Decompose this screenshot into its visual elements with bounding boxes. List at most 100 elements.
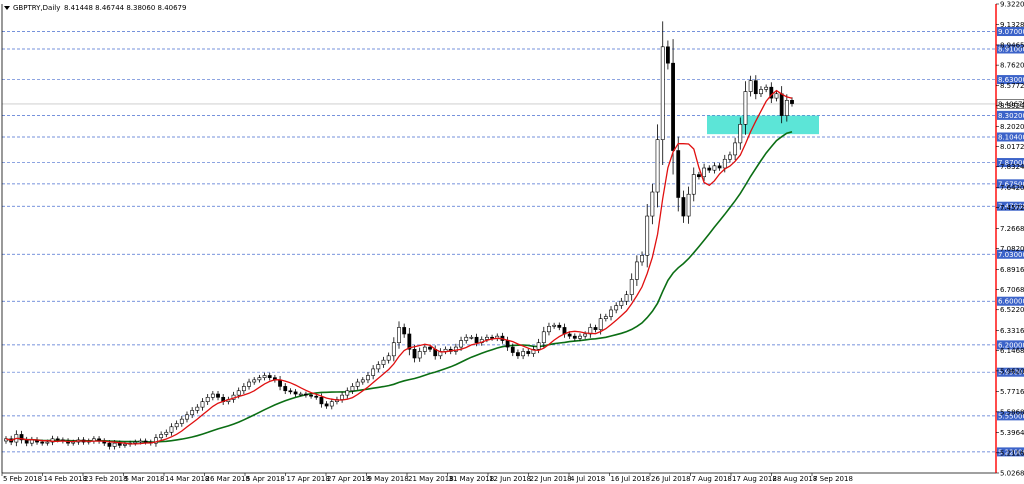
candle (288, 388, 293, 395)
candle-body (614, 305, 619, 311)
candle-body (619, 300, 624, 306)
level-label-box (997, 447, 1024, 457)
chart-header: GBPTRY,Daily 8.41448 8.46744 8.38060 8.4… (4, 4, 186, 12)
time-tick-label: 14 Feb 2018 (44, 475, 88, 483)
candle-body (764, 86, 769, 90)
candle (572, 333, 577, 342)
time-tick-label: 17 Aug 2018 (732, 475, 777, 483)
price-axis: 9.32200 9.13280 8.94650 8.76200 8.57720 8.392… (996, 1, 1024, 478)
candle-body (200, 401, 205, 408)
candle-body (107, 442, 112, 447)
candle-body (645, 215, 650, 256)
candle (557, 322, 562, 331)
candle-body (386, 355, 391, 361)
candle (247, 378, 251, 390)
level-label: 7.87000 (998, 159, 1024, 167)
candle-body (190, 410, 195, 416)
time-tick-label: 23 Feb 2018 (84, 475, 128, 483)
candle-body (350, 386, 355, 392)
candle (634, 255, 639, 286)
candle-body (634, 261, 639, 280)
demand-zone-rect (707, 115, 819, 135)
candle-body (55, 438, 60, 441)
candle (784, 94, 789, 122)
time-tick-label: 5 Mar 2018 (125, 475, 165, 483)
candle (619, 297, 624, 309)
level-label: 6.60000 (998, 298, 1024, 306)
candle (676, 136, 681, 212)
candle (252, 377, 257, 385)
candle-body (660, 46, 665, 140)
candle-body (154, 437, 158, 444)
price-tick-label: 8.76200 (1000, 62, 1024, 70)
price-tick-label: 5.96200 (1000, 367, 1024, 375)
level-label-box (997, 132, 1024, 142)
candle-body (717, 165, 722, 169)
level-label: 8.30200 (998, 112, 1024, 120)
level-label-box (997, 201, 1024, 211)
candle-body (402, 327, 407, 335)
candle-body (759, 89, 763, 95)
candle-body (733, 142, 738, 156)
candle-body (422, 346, 427, 352)
candle (407, 327, 412, 356)
candle (185, 411, 189, 423)
candle (547, 322, 551, 336)
time-tick-label: 22 Jun 2018 (530, 475, 572, 483)
level-label: 7.47000 (998, 203, 1024, 211)
candle (769, 82, 774, 104)
candle-body (531, 348, 536, 354)
candle (707, 165, 712, 173)
candle (593, 324, 598, 333)
dropdown-triangle-icon[interactable] (4, 6, 10, 10)
candle (738, 117, 743, 150)
candle (298, 391, 303, 397)
candle-body (412, 348, 417, 359)
level-label-box (997, 249, 1024, 259)
candle (453, 343, 458, 355)
candle (355, 378, 360, 390)
candle (345, 387, 350, 399)
price-tick-label: 6.70680 (1000, 286, 1024, 294)
candle-body (185, 414, 189, 420)
candle (371, 365, 376, 380)
candle-body (262, 375, 267, 378)
candle-body (216, 393, 220, 398)
level-label-box (997, 75, 1024, 85)
level-label-box (997, 158, 1024, 168)
candle-body (464, 336, 469, 341)
candle-body (552, 324, 557, 327)
price-tick-label: 5.77160 (1000, 388, 1024, 396)
candle (733, 137, 738, 161)
candle (417, 347, 422, 362)
candle-body (319, 397, 324, 405)
time-tick-label: 26 Jul 2018 (651, 475, 691, 483)
candle (753, 75, 758, 100)
candle (790, 97, 794, 107)
time-tick-label: 28 Aug 2018 (773, 475, 818, 483)
candle-body (650, 191, 655, 217)
candle (324, 401, 329, 409)
candle-body (366, 375, 370, 381)
candle-body (671, 62, 675, 151)
candle-body (603, 316, 608, 319)
candle-body (485, 336, 489, 340)
level-label-box (997, 27, 1024, 37)
candle-body (298, 393, 303, 396)
time-tick-label: 5 Feb 2018 (3, 475, 42, 483)
price-tick-label: 5.39640 (1000, 429, 1024, 437)
candle (640, 251, 644, 266)
demand-zone (707, 115, 819, 135)
candle-body (686, 193, 691, 217)
candle-body (71, 441, 76, 444)
candle-body (169, 426, 174, 433)
candle (257, 374, 262, 383)
candle (391, 337, 396, 362)
candle-body (743, 91, 748, 125)
price-tick-label: 7.45720 (1000, 204, 1024, 212)
current-price-label: 8.40679 (998, 100, 1024, 108)
candle-body (19, 434, 24, 441)
price-tick-label: 9.32200 (1000, 1, 1024, 9)
